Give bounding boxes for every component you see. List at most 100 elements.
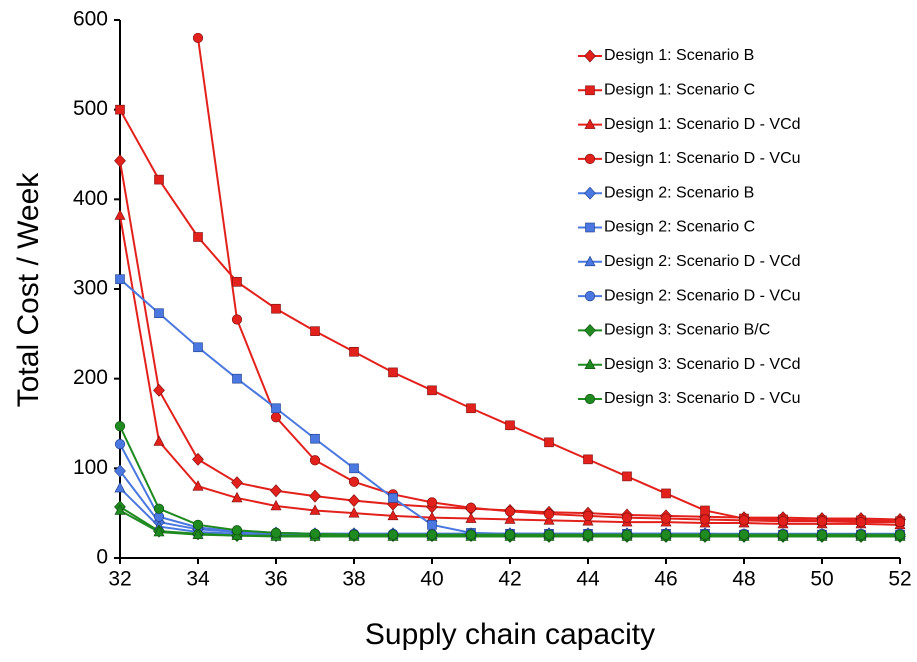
x-tick-label: 48 bbox=[732, 568, 755, 591]
data-point bbox=[465, 512, 477, 523]
data-point bbox=[504, 513, 516, 524]
data-point bbox=[270, 527, 282, 538]
data-point bbox=[622, 471, 632, 482]
data-point bbox=[621, 512, 633, 523]
data-point bbox=[115, 274, 125, 284]
y-tick-label: 0 bbox=[96, 546, 108, 569]
data-point bbox=[894, 517, 906, 528]
data-point bbox=[543, 529, 555, 540]
data-point bbox=[388, 367, 398, 378]
data-point bbox=[114, 464, 126, 478]
data-point bbox=[115, 104, 125, 115]
legend-label: Design 2: Scenario B bbox=[604, 184, 754, 201]
legend-label: Design 1: Scenario C bbox=[604, 82, 755, 99]
data-point bbox=[271, 303, 281, 314]
legend-marker bbox=[584, 153, 596, 164]
data-point bbox=[504, 506, 516, 517]
data-point bbox=[153, 435, 165, 446]
series-line bbox=[197, 37, 900, 524]
data-point bbox=[310, 433, 320, 444]
data-point bbox=[543, 508, 555, 520]
legend-marker bbox=[584, 118, 596, 129]
data-point bbox=[114, 421, 126, 432]
legend-label: Design 2: Scenario D - VCu bbox=[604, 287, 801, 304]
legend-marker bbox=[584, 323, 596, 337]
data-point bbox=[777, 516, 789, 527]
data-point bbox=[310, 326, 320, 336]
data-point bbox=[699, 514, 711, 525]
y-tick-label: 300 bbox=[73, 277, 108, 300]
data-point bbox=[816, 529, 828, 540]
data-point bbox=[114, 154, 126, 168]
legend-marker bbox=[584, 255, 596, 267]
legend-label: Design 3: Scenario D - VCu bbox=[604, 390, 801, 407]
legend-label: Design 1: Scenario D - VCu bbox=[604, 150, 801, 167]
data-point bbox=[426, 529, 438, 540]
legend-marker bbox=[584, 49, 596, 63]
data-point bbox=[855, 529, 867, 540]
data-point bbox=[153, 383, 165, 397]
data-point bbox=[349, 463, 359, 474]
data-point bbox=[855, 517, 867, 528]
data-point bbox=[388, 493, 398, 503]
data-point bbox=[348, 476, 360, 487]
data-point bbox=[465, 529, 477, 540]
data-point bbox=[466, 403, 476, 414]
y-tick-label: 400 bbox=[73, 187, 108, 210]
data-point bbox=[270, 484, 282, 498]
data-point bbox=[309, 528, 321, 539]
legend-marker bbox=[585, 85, 595, 96]
data-point bbox=[231, 314, 243, 325]
data-point bbox=[193, 232, 203, 242]
x-tick-label: 46 bbox=[654, 568, 677, 591]
data-point bbox=[738, 529, 750, 540]
x-axis-title: Supply chain capacity bbox=[365, 618, 655, 651]
data-point bbox=[192, 519, 204, 530]
series-line bbox=[119, 160, 901, 521]
data-point bbox=[349, 346, 359, 357]
x-tick-label: 44 bbox=[576, 568, 600, 591]
data-point bbox=[699, 529, 711, 540]
data-point bbox=[231, 491, 243, 503]
data-point bbox=[427, 520, 437, 530]
data-point bbox=[271, 403, 281, 414]
data-point bbox=[114, 209, 126, 220]
x-tick-label: 38 bbox=[342, 568, 365, 591]
data-point bbox=[660, 529, 672, 540]
data-point bbox=[738, 515, 750, 526]
data-point bbox=[348, 507, 360, 518]
data-point bbox=[465, 502, 477, 513]
data-point bbox=[621, 529, 633, 540]
x-tick-label: 34 bbox=[186, 568, 210, 591]
data-point bbox=[192, 452, 204, 466]
data-point bbox=[348, 494, 360, 508]
data-point bbox=[582, 529, 594, 540]
x-tick-label: 52 bbox=[888, 568, 911, 591]
data-point bbox=[193, 342, 203, 353]
y-axis-title: Total Cost / Week bbox=[12, 172, 45, 408]
data-point bbox=[583, 454, 593, 465]
y-tick-label: 600 bbox=[73, 8, 108, 31]
data-point bbox=[192, 480, 204, 491]
data-point bbox=[426, 497, 438, 508]
legend-label: Design 1: Scenario D - VCd bbox=[604, 116, 801, 133]
data-point bbox=[387, 509, 399, 521]
data-point bbox=[309, 504, 321, 515]
data-point bbox=[231, 476, 243, 490]
y-tick-label: 500 bbox=[73, 97, 108, 120]
data-point bbox=[543, 514, 555, 525]
data-point bbox=[114, 481, 126, 493]
plot-area bbox=[114, 32, 906, 543]
legend-label: Design 3: Scenario B/C bbox=[604, 322, 770, 339]
data-point bbox=[232, 373, 242, 384]
legend-marker bbox=[584, 291, 596, 302]
data-point bbox=[153, 525, 165, 537]
data-point bbox=[544, 437, 554, 448]
data-point bbox=[231, 525, 243, 536]
x-tick-label: 42 bbox=[498, 568, 521, 591]
data-point bbox=[894, 529, 906, 540]
data-point bbox=[504, 529, 516, 540]
data-point bbox=[154, 308, 164, 319]
data-point bbox=[114, 439, 126, 450]
legend-label: Design 2: Scenario D - VCd bbox=[604, 253, 801, 270]
